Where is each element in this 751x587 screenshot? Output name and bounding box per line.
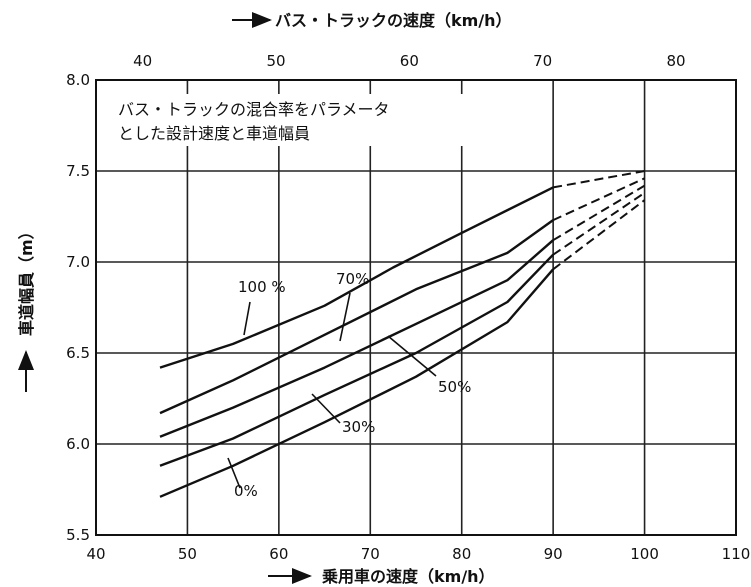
y-tick-label: 6.5 — [66, 344, 90, 362]
note-line-2: とした設計速度と車道幅員 — [118, 124, 310, 143]
leader-0 — [227, 457, 241, 489]
leader-70 — [339, 292, 351, 342]
x2-tick-label: 40 — [133, 52, 152, 70]
x-tick-label: 70 — [361, 545, 380, 563]
x-tick-label: 60 — [269, 545, 288, 563]
tick-labels: 40 50 60 70 80 90 100 110 40 50 60 70 80 5.5 6.0 6.5 7.0… — [66, 52, 750, 563]
x-tick-label: 50 — [178, 545, 197, 563]
note-background — [112, 94, 512, 146]
series-line-50 — [159, 239, 554, 438]
y-tick-label: 7.5 — [66, 162, 90, 180]
top-axis-title: バス・トラックの速度（km/h） — [275, 11, 512, 30]
x-tick-label: 110 — [722, 545, 751, 563]
series-label-70: 70% — [336, 270, 369, 288]
series-line-100 — [159, 186, 554, 369]
series-labels: 100 % 70% 50% 30% 0% — [227, 270, 471, 500]
series-label-100: 100 % — [238, 278, 286, 296]
y-tick-label: 6.0 — [66, 435, 90, 453]
series-line-70 — [159, 219, 554, 415]
series-extension-50 — [552, 184, 646, 242]
series-extension-30 — [552, 191, 646, 256]
plot-frame — [95, 79, 737, 536]
series-extension-70 — [552, 177, 646, 222]
y-axis-title: 車道幅員（m） — [17, 223, 36, 336]
series-label-50: 50% — [438, 378, 471, 396]
x2-tick-label: 80 — [666, 52, 685, 70]
series-label-0: 0% — [234, 482, 258, 500]
series-line-30 — [159, 253, 554, 467]
x-tick-label: 40 — [86, 545, 105, 563]
x-tick-label: 90 — [544, 545, 563, 563]
grid-lines — [96, 80, 736, 535]
y-tick-label: 7.0 — [66, 253, 90, 271]
x-axis-title: 乗用車の速度（km/h） — [322, 567, 495, 586]
leader-50 — [387, 335, 437, 377]
leader-100 — [243, 301, 251, 336]
note-line-1: バス・トラックの混合率をパラメータ — [118, 100, 390, 119]
y-tick-label: 8.0 — [66, 71, 90, 89]
series-extension-100 — [552, 170, 645, 189]
y-tick-label: 5.5 — [66, 526, 90, 544]
x2-tick-label: 70 — [533, 52, 552, 70]
series-line-0 — [159, 268, 555, 498]
x-tick-label: 100 — [630, 545, 659, 563]
leader-30 — [311, 393, 341, 424]
x2-tick-label: 50 — [266, 52, 285, 70]
series-extension-0 — [552, 199, 646, 271]
series-lines — [159, 170, 646, 498]
series-label-30: 30% — [342, 418, 375, 436]
x-tick-label: 80 — [452, 545, 471, 563]
x2-tick-label: 60 — [400, 52, 419, 70]
